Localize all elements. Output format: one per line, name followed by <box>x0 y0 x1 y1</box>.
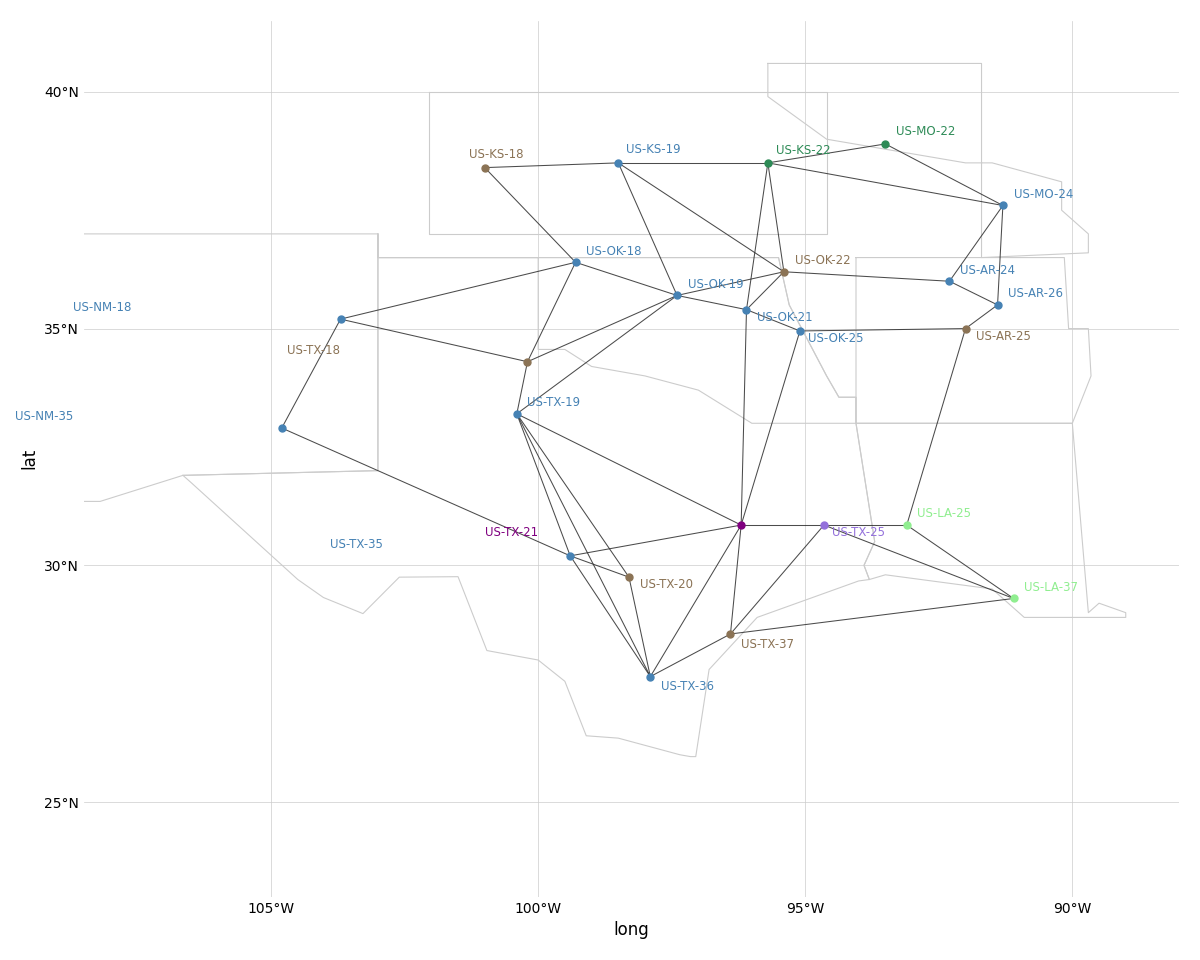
Text: US-NM-35: US-NM-35 <box>14 410 73 423</box>
Text: US-OK-22: US-OK-22 <box>794 254 850 267</box>
X-axis label: long: long <box>613 922 649 939</box>
Text: US-TX-18: US-TX-18 <box>287 344 340 357</box>
Text: US-TX-37: US-TX-37 <box>742 637 794 651</box>
Text: US-MO-22: US-MO-22 <box>896 125 955 138</box>
Text: US-AR-24: US-AR-24 <box>960 263 1015 276</box>
Text: US-KS-18: US-KS-18 <box>469 148 523 160</box>
Text: US-TX-20: US-TX-20 <box>640 578 692 591</box>
Text: US-LA-37: US-LA-37 <box>1025 581 1079 593</box>
Text: US-KS-22: US-KS-22 <box>776 144 830 157</box>
Y-axis label: lat: lat <box>20 448 38 469</box>
Text: US-AR-25: US-AR-25 <box>976 330 1031 343</box>
Text: US-TX-25: US-TX-25 <box>832 526 884 540</box>
Text: US-LA-25: US-LA-25 <box>918 507 972 520</box>
Text: US-TX-35: US-TX-35 <box>330 539 383 551</box>
Text: US-OK-18: US-OK-18 <box>587 245 642 257</box>
Text: US-OK-19: US-OK-19 <box>688 277 743 291</box>
Text: US-TX-36: US-TX-36 <box>661 680 714 693</box>
Text: US-OK-25: US-OK-25 <box>808 332 864 346</box>
Text: US-NM-18: US-NM-18 <box>73 301 132 314</box>
Text: US-KS-19: US-KS-19 <box>626 143 680 156</box>
Text: US-TX-21: US-TX-21 <box>485 526 538 540</box>
Text: US-TX-19: US-TX-19 <box>528 396 581 409</box>
Text: US-OK-21: US-OK-21 <box>757 311 812 324</box>
Text: US-MO-24: US-MO-24 <box>1014 188 1073 201</box>
Text: US-AR-26: US-AR-26 <box>1008 287 1063 300</box>
